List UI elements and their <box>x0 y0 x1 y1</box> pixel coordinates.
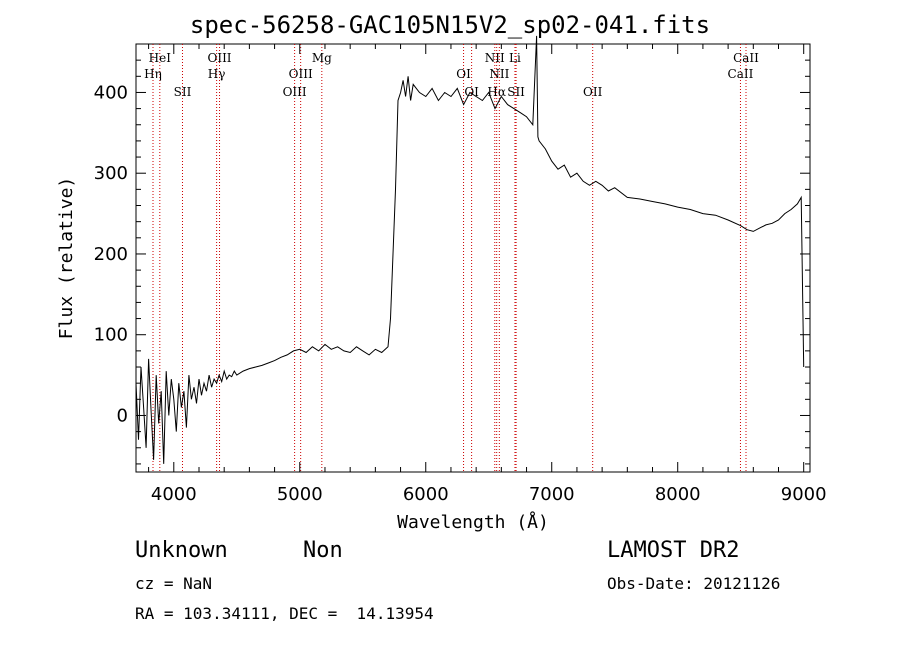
spectral-line-label: OII <box>583 85 603 99</box>
y-tick-label: 0 <box>117 405 128 426</box>
spectral-line-label: Hη <box>144 67 162 81</box>
spectral-line-label: NII <box>489 67 509 81</box>
flux-line-0 <box>135 35 805 464</box>
spectral-line-label: OIII <box>283 85 307 99</box>
spectral-line-label: CaII <box>728 67 754 81</box>
spectral-line-label: SII <box>174 85 192 99</box>
plot-frame <box>135 43 811 473</box>
object-class: Unknown <box>135 538 228 563</box>
spectral-line-label: NII <box>485 51 505 65</box>
x-tick-label: 9000 <box>781 484 827 505</box>
x-tick-label: 7000 <box>529 484 575 505</box>
spectral-line-label: Mg <box>312 51 332 65</box>
flux-series <box>135 35 805 464</box>
spectral-line-label: OIII <box>289 67 313 81</box>
spectral-line-label: CaII <box>733 51 759 65</box>
x-axis-label: Wavelength (Å) <box>397 511 549 533</box>
y-tick-label: 100 <box>94 325 128 346</box>
y-tick-label: 300 <box>94 163 128 184</box>
axis-ticks: 4000 5000 6000 7000 8000 9000 0 100 200 300 400 <box>94 44 827 505</box>
chart-title: spec-56258-GAC105N15V2_sp02-041.fits <box>190 11 710 39</box>
spectral-line-label: OI <box>456 67 471 81</box>
spectral-line-label: OIII <box>207 51 231 65</box>
spectral-line-label: Hγ <box>208 67 226 81</box>
x-tick-label: 6000 <box>403 484 449 505</box>
coordinates: RA = 103.34111, DEC = 14.13954 <box>135 604 434 623</box>
object-subclass: Non <box>303 538 343 563</box>
redshift-value: cz = NaN <box>135 574 213 593</box>
spectral-line-label: Hα <box>487 85 506 99</box>
x-tick-label: 5000 <box>277 484 323 505</box>
plot-border <box>135 43 811 473</box>
y-tick-label: 400 <box>94 82 128 103</box>
x-tick-label: 4000 <box>151 484 197 505</box>
y-axis-label: Flux (relative) <box>56 177 77 340</box>
x-tick-label: 8000 <box>655 484 701 505</box>
axis-labels: spec-56258-GAC105N15V2_sp02-041.fits Wave… <box>56 11 710 533</box>
spectral-line-label: HeI <box>149 51 172 65</box>
survey-name: LAMOST DR2 <box>607 538 740 563</box>
spectral-line-label: SII <box>507 85 525 99</box>
observation-date: Obs-Date: 20121126 <box>607 574 781 593</box>
y-tick-label: 200 <box>94 244 128 265</box>
spectral-line-label: Li <box>509 51 521 65</box>
